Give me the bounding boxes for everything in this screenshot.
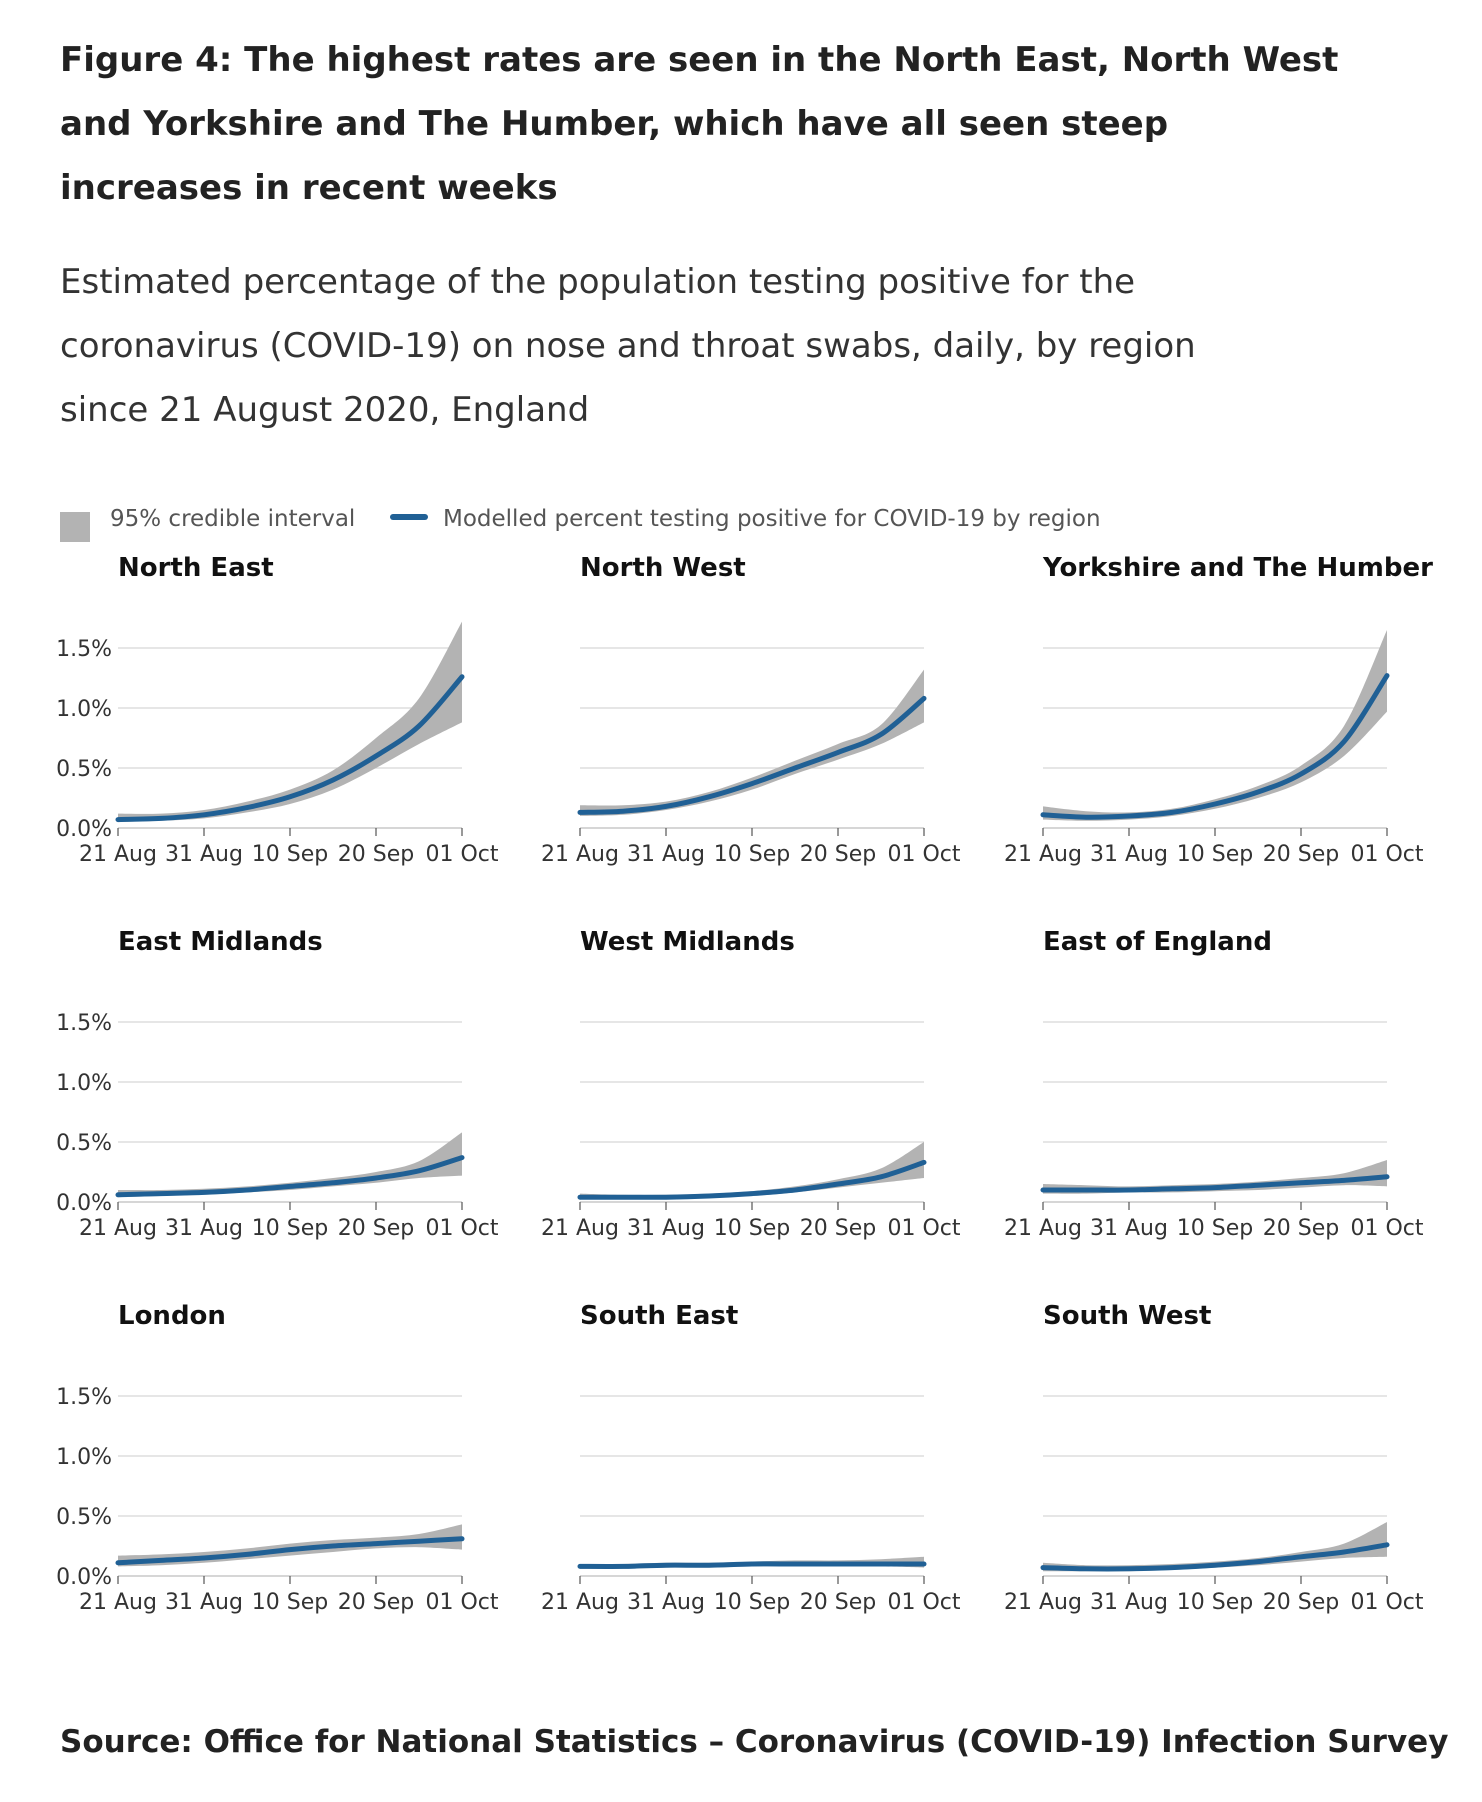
modelled-line [115, 1155, 465, 1198]
x-tick-label: 10 Sep [1177, 1590, 1253, 1615]
modelled-line [1040, 673, 1390, 820]
x-tick-label: 21 Aug [1004, 1590, 1082, 1615]
x-tick-label: 01 Oct [1350, 1590, 1423, 1615]
credible-interval-band [580, 1142, 924, 1200]
credible-interval-band [118, 1132, 462, 1198]
panel-title: South East [580, 1301, 738, 1331]
y-tick-label: 1.5% [56, 1011, 112, 1036]
y-tick-label: 0.0% [56, 1565, 112, 1590]
modelled-line [577, 1159, 927, 1200]
x-tick-label: 21 Aug [79, 1590, 157, 1615]
region-panel: North West 21 Aug 31 Aug 10 Sep 20 Sep 01 Oct [541, 553, 961, 867]
x-tick-label: 10 Sep [714, 842, 790, 867]
x-tick-label: 10 Sep [252, 1216, 328, 1241]
region-panel: North East 0.0% 0.5% 1.0% 1.5% 21 Aug 31 Aug 10… [56, 553, 499, 867]
x-tick-label: 20 Sep [338, 1216, 414, 1241]
panel-title: North West [580, 553, 746, 583]
x-tick-label: 31 Aug [1090, 1590, 1168, 1615]
region-panel: East Midlands 0.0% 0.5% 1.0% 1.5% 21 Aug 31 Au… [56, 927, 499, 1241]
x-tick-label: 10 Sep [252, 842, 328, 867]
y-tick-label: 1.5% [56, 1385, 112, 1410]
y-tick-label: 1.0% [56, 697, 112, 722]
y-tick-label: 0.5% [56, 1505, 112, 1530]
legend-label-interval: 95% credible interval [110, 506, 356, 532]
legend-swatch-line [390, 514, 428, 520]
x-tick-label: 01 Oct [887, 842, 960, 867]
region-panel: Yorkshire and The Humber 21 Aug 31 Aug 10 S… [1004, 553, 1433, 867]
panel-title: South West [1043, 1301, 1211, 1331]
panel-title: Yorkshire and The Humber [1042, 553, 1433, 583]
small-multiples-chart: North East 0.0% 0.5% 1.0% 1.5% 21 Aug 31 Aug 10… [56, 553, 1433, 1615]
y-tick-label: 1.0% [56, 1445, 112, 1470]
x-tick-label: 01 Oct [425, 1216, 498, 1241]
y-tick-label: 0.0% [56, 817, 112, 842]
y-tick-label: 0.5% [56, 757, 112, 782]
x-tick-label: 31 Aug [627, 1590, 705, 1615]
x-tick-label: 31 Aug [627, 842, 705, 867]
x-tick-label: 10 Sep [1177, 1216, 1253, 1241]
legend-label-line: Modelled percent testing positive for CO… [443, 506, 1101, 532]
panel-title: West Midlands [580, 927, 795, 957]
x-tick-label: 31 Aug [165, 842, 243, 867]
x-tick-label: 20 Sep [800, 842, 876, 867]
y-tick-label: 1.0% [56, 1071, 112, 1096]
x-tick-label: 01 Oct [1350, 842, 1423, 867]
x-tick-label: 20 Sep [338, 842, 414, 867]
panel-title: London [118, 1301, 226, 1331]
x-tick-label: 21 Aug [1004, 842, 1082, 867]
y-tick-label: 1.5% [56, 637, 112, 662]
modelled-line [1040, 1174, 1390, 1193]
panel-title: North East [118, 553, 274, 583]
modelled-line [115, 674, 465, 823]
x-tick-label: 10 Sep [714, 1216, 790, 1241]
region-panel: East of England 21 Aug 31 Aug 10 Sep 20 Sep 0… [1004, 927, 1424, 1241]
legend-swatch-interval [60, 512, 90, 542]
region-panel: South East 21 Aug 31 Aug 10 Sep 20 Sep 01 Oct [541, 1301, 961, 1615]
region-panel: West Midlands 21 Aug 31 Aug 10 Sep 20 Sep 01 … [541, 927, 961, 1241]
x-tick-label: 21 Aug [541, 1216, 619, 1241]
panel-title: East of England [1043, 927, 1272, 957]
x-tick-label: 20 Sep [800, 1590, 876, 1615]
modelled-line [1040, 1542, 1390, 1572]
region-panel: London 0.0% 0.5% 1.0% 1.5% 21 Aug 31 Aug 10 Sep… [56, 1301, 499, 1615]
region-panel: South West 21 Aug 31 Aug 10 Sep 20 Sep 01 Oct [1004, 1301, 1424, 1615]
panel-title: East Midlands [118, 927, 323, 957]
x-tick-label: 20 Sep [338, 1590, 414, 1615]
x-tick-label: 01 Oct [887, 1590, 960, 1615]
x-tick-label: 10 Sep [714, 1590, 790, 1615]
x-tick-label: 10 Sep [1177, 842, 1253, 867]
x-tick-label: 31 Aug [1090, 842, 1168, 867]
x-tick-label: 20 Sep [800, 1216, 876, 1241]
x-tick-label: 20 Sep [1263, 842, 1339, 867]
figure-subtitle: Estimated percentage of the population t… [60, 262, 1196, 430]
x-tick-label: 01 Oct [425, 842, 498, 867]
credible-interval-band [1043, 630, 1387, 821]
x-tick-label: 20 Sep [1263, 1590, 1339, 1615]
x-tick-label: 21 Aug [79, 1216, 157, 1241]
x-tick-label: 21 Aug [541, 1590, 619, 1615]
x-tick-label: 21 Aug [541, 842, 619, 867]
modelled-line [577, 695, 927, 815]
modelled-line [577, 1561, 927, 1569]
credible-interval-band [580, 669, 924, 816]
x-tick-label: 31 Aug [165, 1590, 243, 1615]
figure-title: Figure 4: The highest rates are seen in … [60, 40, 1339, 208]
x-tick-label: 21 Aug [79, 842, 157, 867]
x-tick-label: 21 Aug [1004, 1216, 1082, 1241]
x-tick-label: 01 Oct [425, 1590, 498, 1615]
x-tick-label: 31 Aug [627, 1216, 705, 1241]
x-tick-label: 01 Oct [1350, 1216, 1423, 1241]
y-tick-label: 0.5% [56, 1131, 112, 1156]
x-tick-label: 31 Aug [165, 1216, 243, 1241]
x-tick-label: 20 Sep [1263, 1216, 1339, 1241]
x-tick-label: 01 Oct [887, 1216, 960, 1241]
credible-interval-band [118, 621, 462, 822]
x-tick-label: 31 Aug [1090, 1216, 1168, 1241]
source-note: Source: Office for National Statistics –… [60, 1724, 1449, 1760]
modelled-line [115, 1536, 465, 1566]
y-tick-label: 0.0% [56, 1191, 112, 1216]
x-tick-label: 10 Sep [252, 1590, 328, 1615]
